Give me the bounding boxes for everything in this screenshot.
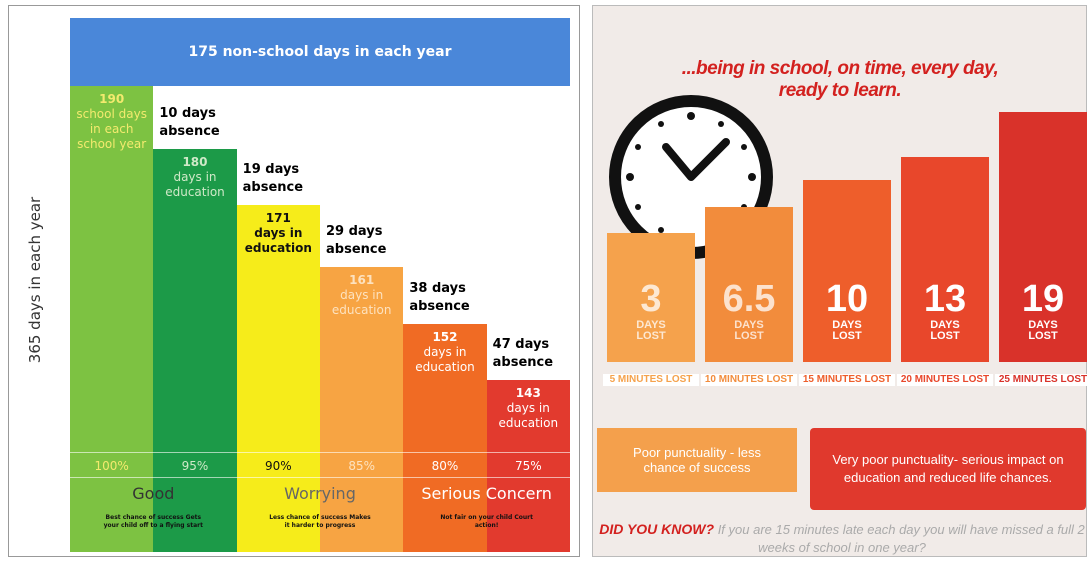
absence-label: 10 days absence [159,105,220,139]
callout: Poor punctuality - less chance of succes… [597,428,797,492]
band-label: Worrying [284,484,356,503]
bar-text: 190 school days in each school year [74,92,149,152]
bar-value: 190 [99,92,125,106]
bar-text: 171 days in education [241,211,316,256]
bar-value: 13 [923,278,967,320]
bar [403,323,487,552]
percent-label: 95% [153,452,237,478]
category-label: 15 MINUTES LOST [799,374,895,386]
percent-label: 80% [403,452,487,478]
bar-text: 143 days in education [491,386,566,431]
bar-caption: days in education [165,169,225,199]
bar-unit: DAYS LOST [832,319,862,342]
bar-value: 171 [265,210,291,225]
bar-unit: DAYS LOST [636,319,666,342]
bar-text: 152 days in education [407,330,482,375]
bar [607,233,695,362]
bar-value: 6.5 [722,278,776,320]
bar-unit: DAYS LOST [930,319,960,342]
bar-value: 152 [432,329,458,344]
bar-value: 3 [640,278,662,320]
bar [70,86,154,552]
bar-caption: days in education [244,225,312,255]
bar-text: 180 days in education [157,155,232,200]
attendance-panel [8,5,580,557]
category-label: 10 MINUTES LOST [701,374,797,386]
y-axis-label: 365 days in each year [26,196,44,364]
bar-text: 161 days in education [324,273,399,318]
percent-label: 85% [320,452,404,478]
note-lead: DID YOU KNOW? [599,521,715,537]
bar [486,380,570,552]
bar-value: 143 [515,386,541,400]
absence-label: 38 days absence [409,280,470,314]
bar [901,157,989,362]
bar-unit: DAYS LOST [734,319,764,342]
bar [999,112,1087,362]
bar-value: 180 [182,154,208,169]
note: DID YOU KNOW? If you are 15 minutes late… [597,520,1087,557]
bar [236,204,320,552]
bar-caption: school days in each school year [76,107,147,151]
title: ...being in school, on time, every day, … [681,58,999,101]
band-note: Less chance of success Makes it harder t… [269,514,371,529]
bar-caption: days in education [498,401,559,430]
category-label: 20 MINUTES LOST [897,374,993,386]
bar [803,180,891,362]
percent-label: 75% [486,452,570,478]
bar-value: 10 [825,278,869,320]
title-band: 175 non-school days in each year [70,18,570,86]
bar-value: 19 [1021,278,1065,320]
bar [705,206,793,362]
bar-caption: days in education [331,288,392,318]
bar-caption: days in education [415,344,475,374]
bar-value: 161 [349,273,375,288]
band-label: Serious Concern [421,484,552,503]
absence-label: 29 days absence [326,224,387,258]
percent-label: 90% [236,452,320,478]
note-text: If you are 15 minutes late each day you … [717,522,1085,555]
bar [320,267,404,552]
band-label: Good [132,484,175,503]
category-label: 25 MINUTES LOST [995,374,1090,386]
percent-label: 100% [70,452,154,478]
callout: Very poor punctuality- serious impact on… [810,428,1086,510]
absence-label: 19 days absence [242,161,304,195]
band-note: Not fair on your child Court action! [440,514,533,529]
bar-unit: DAYS LOST [1028,319,1058,342]
band-note: Best chance of success Gets your child o… [103,514,203,529]
bar [153,148,237,552]
absence-label: 47 days absence [492,337,554,370]
category-label: 5 MINUTES LOST [603,374,699,386]
